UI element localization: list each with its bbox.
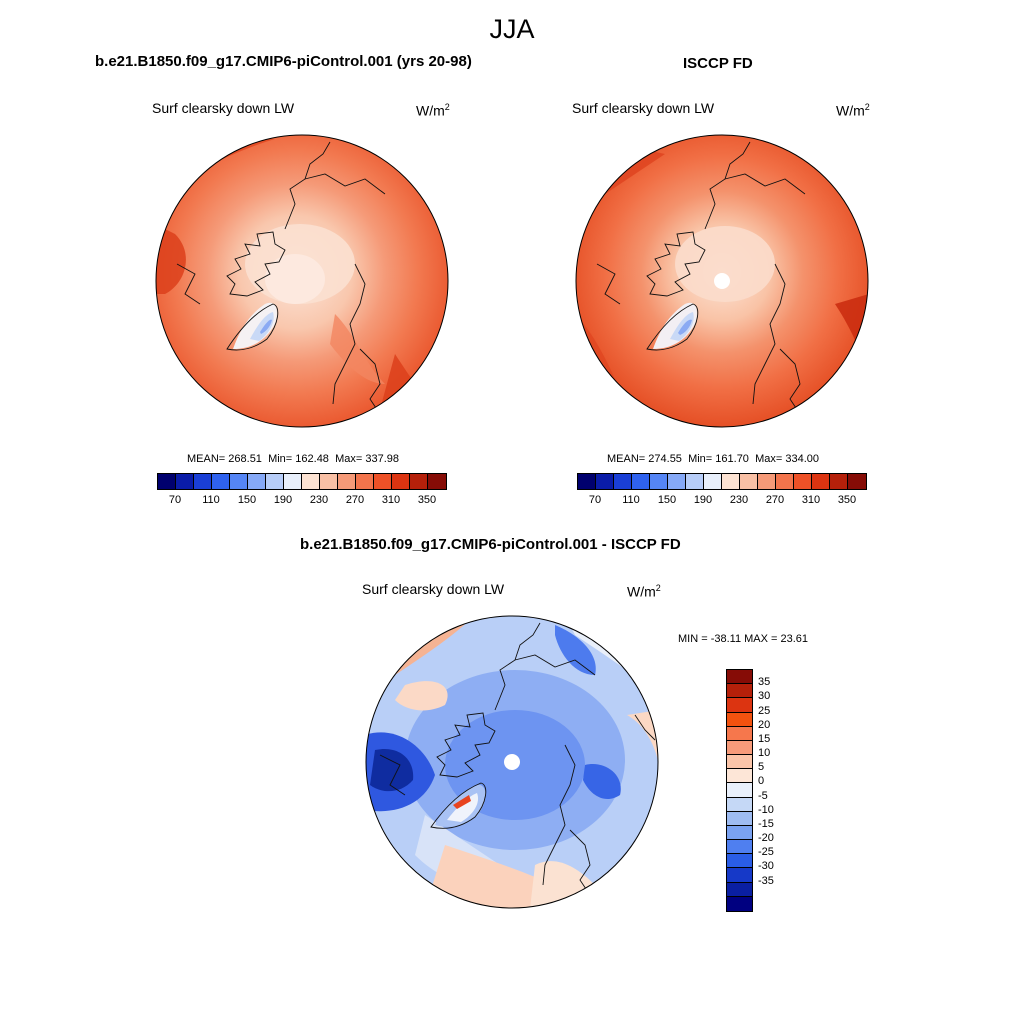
left-colorbar-tick-label: 310 bbox=[381, 494, 401, 506]
diff-colorbar-swatch bbox=[727, 684, 752, 699]
diff-colorbar-swatch bbox=[727, 698, 752, 713]
diff-colorbar-tick-label: 0 bbox=[758, 775, 765, 788]
diff-colorbar-tick-label: -35 bbox=[758, 874, 774, 887]
left-colorbar-swatch bbox=[356, 474, 374, 489]
left-colorbar-swatch bbox=[338, 474, 356, 489]
diff-colorbar-swatch bbox=[727, 896, 752, 911]
right-colorbar-swatch bbox=[794, 474, 812, 489]
right-colorbar-swatch bbox=[632, 474, 650, 489]
right-colorbar-swatch bbox=[578, 474, 596, 489]
left-stats: MEAN= 268.51 Min= 162.48 Max= 337.98 bbox=[187, 453, 399, 465]
diff-colorbar-tick-label: 25 bbox=[758, 704, 771, 717]
diff-colorbar-tick-label: -20 bbox=[758, 832, 774, 845]
diff-colorbar-swatch bbox=[727, 811, 752, 826]
right-colorbar-swatch bbox=[704, 474, 722, 489]
diff-colorbar-tick-label: 10 bbox=[758, 747, 771, 760]
diff-colorbar-swatch bbox=[727, 712, 752, 727]
right-colorbar-tick-label: 150 bbox=[657, 494, 677, 506]
left-colorbar bbox=[157, 473, 447, 490]
left-colorbar-swatch bbox=[392, 474, 410, 489]
right-colorbar-tick-label: 190 bbox=[693, 494, 713, 506]
right-colorbar-swatch bbox=[740, 474, 758, 489]
right-polar-map bbox=[575, 134, 869, 428]
left-colorbar-swatch bbox=[230, 474, 248, 489]
diff-colorbar-swatch bbox=[727, 825, 752, 841]
right-colorbar-tick-label: 310 bbox=[801, 494, 821, 506]
diff-colorbar-swatch bbox=[727, 740, 752, 756]
right-colorbar bbox=[577, 473, 867, 490]
diff-colorbar-swatch bbox=[727, 769, 752, 784]
main-title: JJA bbox=[489, 14, 535, 44]
right-case-title: ISCCP FD bbox=[683, 55, 753, 72]
left-units: W/m2 bbox=[416, 102, 450, 119]
diff-variable-name: Surf clearsky down LW bbox=[362, 581, 505, 597]
left-variable-name: Surf clearsky down LW bbox=[152, 100, 295, 116]
left-colorbar-tick-label: 190 bbox=[273, 494, 293, 506]
diff-colorbar-swatch bbox=[727, 840, 752, 855]
right-colorbar-swatch bbox=[848, 474, 866, 489]
diff-case-title: b.e21.B1850.f09_g17.CMIP6-piControl.001 … bbox=[300, 536, 681, 553]
right-colorbar-swatch bbox=[650, 474, 668, 489]
left-colorbar-swatch bbox=[374, 474, 392, 489]
right-colorbar-tick-label: 70 bbox=[588, 494, 602, 506]
left-colorbar-tick-label: 270 bbox=[345, 494, 365, 506]
left-colorbar-swatch bbox=[212, 474, 230, 489]
diff-colorbar-swatch bbox=[727, 854, 752, 869]
diff-colorbar-tick-label: -15 bbox=[758, 817, 774, 830]
left-colorbar-swatch bbox=[320, 474, 338, 489]
diff-units: W/m2 bbox=[627, 583, 661, 600]
right-colorbar-swatch bbox=[776, 474, 794, 489]
left-colorbar-swatch bbox=[194, 474, 212, 489]
diff-minmax: MIN = -38.11 MAX = 23.61 bbox=[678, 633, 809, 645]
right-colorbar-swatch bbox=[830, 474, 848, 489]
right-colorbar-tick-label: 110 bbox=[622, 494, 640, 506]
left-colorbar-tick-label: 70 bbox=[168, 494, 182, 506]
diff-colorbar-tick-label: 30 bbox=[758, 690, 771, 703]
left-colorbar-swatch bbox=[410, 474, 428, 489]
diff-colorbar-swatch bbox=[727, 670, 752, 685]
diff-colorbar-tick-label: 15 bbox=[758, 732, 771, 745]
right-colorbar-swatch bbox=[668, 474, 686, 489]
left-colorbar-swatch bbox=[428, 474, 446, 489]
diff-colorbar-tick-label: -25 bbox=[758, 846, 774, 859]
right-colorbar-swatch bbox=[812, 474, 830, 489]
diff-colorbar-swatch bbox=[727, 726, 752, 741]
left-colorbar-tick-label: 230 bbox=[309, 494, 329, 506]
left-colorbar-swatch bbox=[266, 474, 284, 489]
right-colorbar-swatch bbox=[722, 474, 740, 489]
diff-colorbar-tick-label: -5 bbox=[758, 789, 768, 802]
right-colorbar-tick-label: 270 bbox=[765, 494, 785, 506]
left-case-title: b.e21.B1850.f09_g17.CMIP6-piControl.001 … bbox=[95, 53, 472, 70]
left-colorbar-tick-label: 150 bbox=[237, 494, 257, 506]
diff-colorbar-tick-label: -10 bbox=[758, 803, 774, 816]
left-colorbar-swatch bbox=[302, 474, 320, 489]
right-colorbar-tick-label: 350 bbox=[837, 494, 857, 506]
right-colorbar-swatch bbox=[758, 474, 776, 489]
left-colorbar-swatch bbox=[158, 474, 176, 489]
diff-colorbar-swatch bbox=[727, 755, 752, 770]
left-colorbar-swatch bbox=[248, 474, 266, 489]
right-colorbar-swatch bbox=[596, 474, 614, 489]
right-colorbar-swatch bbox=[686, 474, 704, 489]
right-units: W/m2 bbox=[836, 102, 870, 119]
left-polar-map bbox=[155, 134, 449, 428]
right-stats: MEAN= 274.55 Min= 161.70 Max= 334.00 bbox=[607, 453, 819, 465]
right-colorbar-tick-label: 230 bbox=[729, 494, 749, 506]
diff-colorbar-tick-label: 35 bbox=[758, 676, 771, 689]
left-colorbar-swatch bbox=[176, 474, 194, 489]
diff-colorbar bbox=[726, 669, 753, 912]
left-colorbar-swatch bbox=[284, 474, 302, 489]
diff-colorbar-swatch bbox=[727, 783, 752, 798]
diff-colorbar-swatch bbox=[727, 868, 752, 883]
diff-colorbar-tick-label: -30 bbox=[758, 860, 774, 873]
left-colorbar-tick-label: 110 bbox=[202, 494, 220, 506]
left-colorbar-tick-label: 350 bbox=[417, 494, 437, 506]
right-variable-name: Surf clearsky down LW bbox=[572, 100, 715, 116]
diff-colorbar-swatch bbox=[727, 882, 752, 897]
right-colorbar-swatch bbox=[614, 474, 632, 489]
diff-colorbar-swatch bbox=[727, 797, 752, 812]
diff-polar-map bbox=[365, 615, 659, 909]
diff-colorbar-tick-label: 5 bbox=[758, 761, 765, 774]
diff-colorbar-tick-label: 20 bbox=[758, 718, 771, 731]
